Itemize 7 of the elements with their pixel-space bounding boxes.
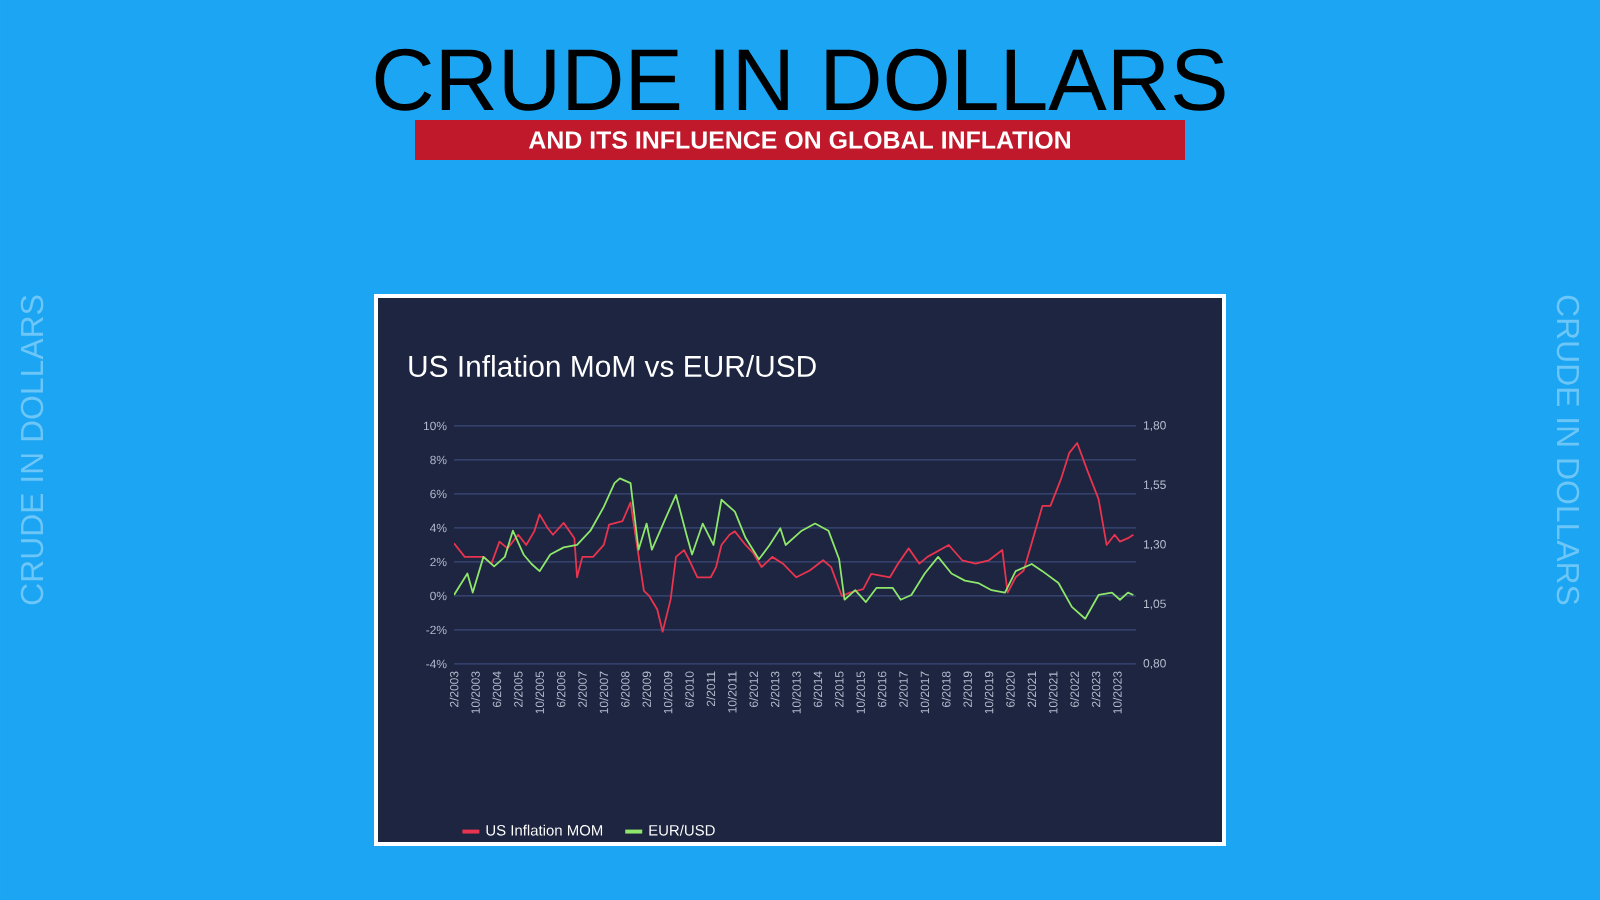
line-series	[454, 442, 1135, 633]
text: CRUDE IN DOLLARS	[1556, 295, 1580, 605]
chart-subtitle: AND ITS INFLUENCE ON GLOBAL INFLATION	[528, 131, 1070, 149]
text: CRUDE IN DOLLARS	[20, 295, 44, 605]
text: US Inflation MoM vs EUR/USD	[409, 355, 816, 377]
line-series	[454, 477, 1135, 620]
chart-title: CRUDE IN DOLLARS	[375, 48, 1225, 111]
